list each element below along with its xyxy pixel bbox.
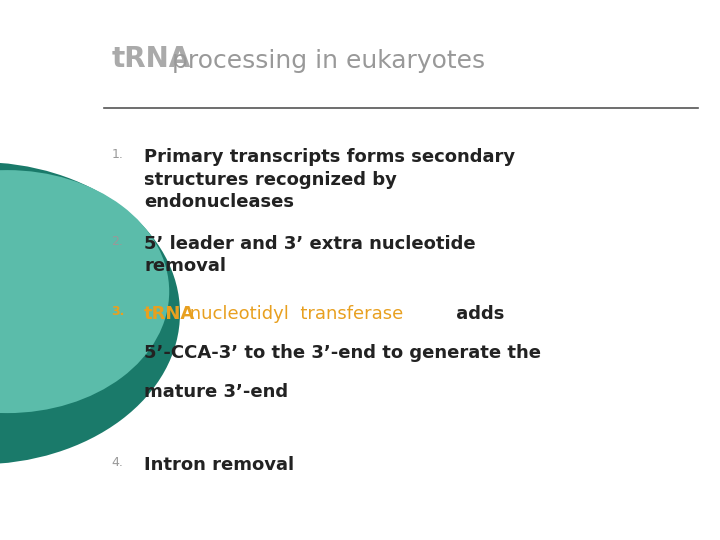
Text: nucleotidyl  transferase: nucleotidyl transferase (184, 305, 403, 323)
Text: 1.: 1. (112, 148, 123, 161)
Text: Intron removal: Intron removal (144, 456, 294, 474)
Text: 3.: 3. (112, 305, 125, 318)
Text: processing in eukaryotes: processing in eukaryotes (164, 49, 485, 73)
Circle shape (0, 162, 180, 464)
Text: 5’-CCA-3’ to the 3’-end to generate the: 5’-CCA-3’ to the 3’-end to generate the (144, 344, 541, 362)
Circle shape (0, 170, 169, 413)
Text: mature 3’-end: mature 3’-end (144, 383, 288, 401)
Text: tRNA: tRNA (144, 305, 195, 323)
Text: 4.: 4. (112, 456, 123, 469)
Text: Primary transcripts forms secondary
structures recognized by
endonucleases: Primary transcripts forms secondary stru… (144, 148, 515, 211)
Text: adds: adds (450, 305, 505, 323)
Text: 2.: 2. (112, 235, 123, 248)
Text: tRNA: tRNA (112, 45, 191, 73)
Text: 5’ leader and 3’ extra nucleotide
removal: 5’ leader and 3’ extra nucleotide remova… (144, 235, 476, 275)
